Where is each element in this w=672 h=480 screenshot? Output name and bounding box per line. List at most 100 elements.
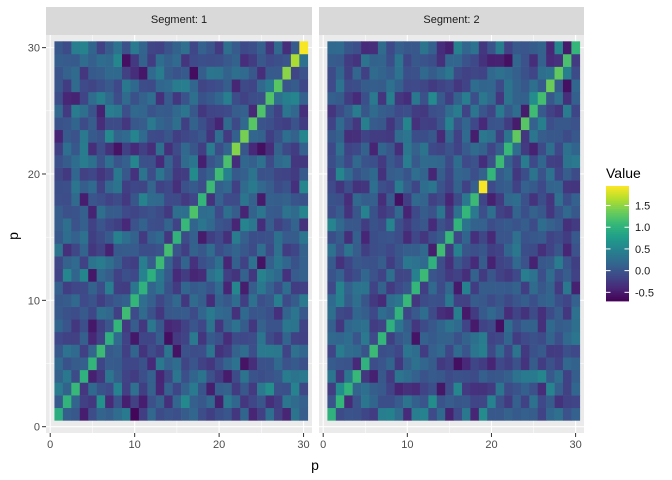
heatmap-tile — [377, 319, 387, 333]
heatmap-tile — [504, 180, 513, 194]
heatmap-tile — [462, 256, 471, 270]
heatmap-tile — [88, 357, 97, 371]
heatmap-tile — [327, 218, 337, 232]
heatmap-tile — [369, 407, 379, 421]
heatmap-tile — [529, 382, 539, 396]
heatmap-tile — [138, 192, 148, 206]
heatmap-tile — [453, 369, 463, 383]
heatmap-tile — [495, 407, 505, 421]
heatmap-tile — [257, 104, 266, 118]
heatmap-tile — [155, 192, 165, 206]
heatmap-tile — [282, 53, 292, 67]
heatmap-tile — [113, 382, 123, 396]
heatmap-tile — [105, 79, 114, 93]
heatmap-tile — [386, 66, 396, 80]
heatmap-tile — [436, 192, 446, 206]
heatmap-tile — [122, 281, 131, 295]
heatmap-tile — [520, 167, 530, 181]
heatmap-tile — [172, 142, 182, 156]
heatmap-tile — [352, 53, 362, 67]
heatmap-tile — [554, 117, 564, 131]
heatmap-tile — [164, 192, 173, 206]
heatmap-tile — [130, 155, 140, 168]
heatmap-tile — [172, 104, 182, 118]
heatmap-tile — [274, 407, 283, 421]
legend-colorbar-segment — [606, 209, 629, 212]
heatmap-tile — [546, 382, 555, 396]
heatmap-tile — [428, 395, 438, 409]
heatmap-tile — [554, 167, 564, 181]
heatmap-tile — [290, 117, 300, 131]
heatmap-tile — [478, 167, 488, 181]
heatmap-tile — [386, 91, 396, 105]
heatmap-tile — [248, 66, 258, 80]
heatmap-tile — [138, 344, 148, 358]
heatmap-tile — [478, 256, 488, 270]
heatmap-tile — [462, 79, 471, 93]
heatmap-tile — [403, 41, 412, 55]
heatmap-tile — [231, 268, 241, 282]
heatmap-tile — [79, 331, 89, 345]
heatmap-tile — [122, 155, 131, 168]
heatmap-tile — [299, 142, 309, 156]
heatmap-tile — [62, 117, 72, 131]
heatmap-tile — [290, 407, 300, 421]
heatmap-tile — [248, 294, 258, 307]
heatmap-tile — [520, 218, 530, 232]
heatmap-tile — [88, 205, 97, 219]
heatmap-tile — [495, 117, 505, 131]
legend-colorbar-segment — [606, 256, 629, 260]
heatmap-tile — [445, 155, 454, 168]
heatmap-tile — [214, 243, 224, 257]
heatmap-tile — [290, 268, 300, 282]
heatmap-tile — [369, 66, 379, 80]
heatmap-tile — [147, 294, 157, 307]
heatmap-tile — [122, 180, 131, 194]
heatmap-tile — [361, 218, 370, 232]
heatmap-tile — [105, 167, 114, 181]
heatmap-tile — [181, 180, 190, 194]
heatmap-tile — [155, 41, 165, 55]
heatmap-tile — [206, 395, 216, 409]
heatmap-tile — [411, 142, 421, 156]
heatmap-tile — [520, 357, 530, 371]
heatmap-tile — [386, 357, 396, 371]
heatmap-tile — [138, 79, 148, 93]
heatmap-tile — [445, 104, 454, 118]
heatmap-tile — [198, 142, 207, 156]
heatmap-tile — [172, 117, 182, 131]
heatmap-tile — [62, 129, 72, 143]
heatmap-tile — [172, 155, 182, 168]
heatmap-tile — [138, 382, 148, 396]
heatmap-tile — [248, 41, 258, 55]
heatmap-tile — [361, 357, 370, 371]
heatmap-tile — [214, 91, 224, 105]
facet-strip — [46, 7, 312, 35]
heatmap-tile — [198, 66, 207, 80]
heatmap-tile — [147, 319, 157, 333]
heatmap-tile — [172, 357, 182, 371]
heatmap-tile — [164, 205, 173, 219]
heatmap-tile — [453, 180, 463, 194]
heatmap-tile — [487, 79, 496, 93]
heatmap-tile — [335, 306, 345, 320]
heatmap-tile — [164, 395, 173, 409]
heatmap-tile — [231, 218, 241, 232]
heatmap-tile — [520, 268, 530, 282]
heatmap-tile — [487, 155, 496, 168]
heatmap-tile — [403, 79, 412, 93]
heatmap-tile — [520, 66, 530, 80]
heatmap-tile — [504, 230, 513, 244]
heatmap-tile — [231, 407, 241, 421]
heatmap-tile — [411, 66, 421, 80]
heatmap-tile — [453, 319, 463, 333]
heatmap-tile — [206, 66, 216, 80]
heatmap-tile — [411, 104, 421, 118]
heatmap-tile — [394, 142, 404, 156]
legend-break-label: 0.5 — [635, 244, 650, 256]
heatmap-tile — [462, 382, 471, 396]
heatmap-tile — [571, 79, 581, 93]
heatmap-tile — [428, 319, 438, 333]
heatmap-tile — [155, 357, 165, 371]
heatmap-tile — [428, 91, 438, 105]
